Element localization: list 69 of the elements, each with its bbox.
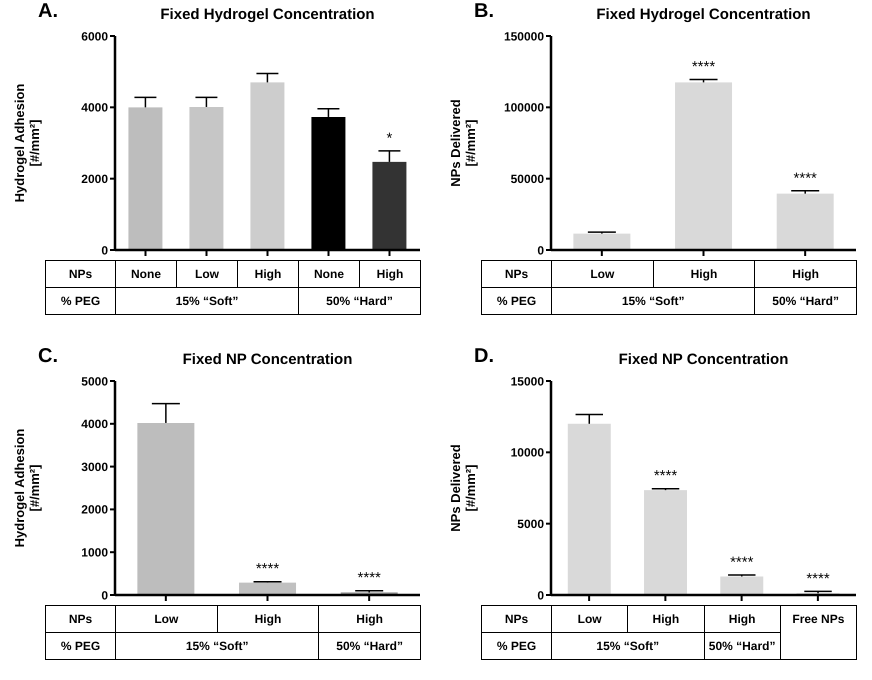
data-label: **** bbox=[256, 560, 280, 578]
y-axis-title: NPs Delivered [#/mm²] bbox=[448, 444, 478, 532]
x-tick-label: High bbox=[217, 606, 319, 632]
x-tick-label: High bbox=[754, 260, 856, 288]
data-label: **** bbox=[692, 58, 716, 76]
data-label: **** bbox=[358, 570, 382, 587]
y-tick-label: 6000 bbox=[81, 29, 108, 44]
chart-title: Fixed NP Concentration bbox=[618, 351, 790, 368]
x-tick-label: High bbox=[318, 606, 420, 632]
text: 15% “Soft” bbox=[552, 632, 704, 660]
text: NPs bbox=[482, 606, 552, 632]
y-tick-label: 4000 bbox=[81, 100, 108, 115]
y-tick-label: 150000 bbox=[504, 29, 544, 44]
y-tick-label: 2000 bbox=[81, 172, 108, 186]
y-tick-label: 0 bbox=[537, 243, 544, 258]
text: D. bbox=[474, 345, 494, 368]
y-tick-label: 4000 bbox=[81, 417, 108, 432]
y-axis-title: Hydrogel Adhesion [#/mm²] bbox=[12, 428, 42, 548]
y-tick-label: 100000 bbox=[504, 100, 544, 115]
text: % PEG bbox=[482, 632, 552, 660]
x-tick-label: Low bbox=[552, 260, 654, 288]
x-tick-label: Low bbox=[552, 606, 628, 632]
y-tick-label: 15000 bbox=[510, 374, 544, 388]
x-tick-label: High bbox=[653, 260, 755, 288]
text: % PEG bbox=[482, 288, 552, 314]
text: B. bbox=[474, 0, 494, 23]
y-tick-label: 3000 bbox=[81, 460, 108, 474]
x-tick-label: Low bbox=[176, 260, 238, 288]
chart-title: Fixed Hydrogel Concentration bbox=[159, 6, 376, 23]
text: 50% “Hard” bbox=[298, 288, 420, 314]
data-label: **** bbox=[794, 170, 818, 187]
text: 50% “Hard” bbox=[754, 288, 856, 314]
y-axis-title: Hydrogel Adhesion [#/mm²] bbox=[12, 84, 42, 202]
y-tick-label: 10000 bbox=[510, 446, 544, 460]
y-tick-label: 5000 bbox=[517, 516, 544, 531]
text: NPs bbox=[46, 606, 116, 632]
y-tick-label: 2000 bbox=[81, 502, 108, 517]
data-label: * bbox=[386, 130, 392, 147]
text: % PEG bbox=[46, 632, 116, 660]
text: % PEG bbox=[46, 288, 116, 314]
y-tick-label: 1000 bbox=[81, 545, 108, 560]
y-tick-label: 0 bbox=[101, 588, 108, 602]
y-tick-label: 50000 bbox=[510, 172, 544, 186]
text: A. bbox=[38, 0, 58, 23]
y-tick-label: 0 bbox=[101, 243, 108, 258]
x-tick-label: High bbox=[360, 260, 420, 288]
chart-title: Fixed NP Concentration bbox=[182, 351, 354, 368]
x-tick-label: High bbox=[704, 606, 780, 632]
x-tick-label: None bbox=[116, 260, 176, 288]
text: C. bbox=[38, 345, 58, 368]
y-tick-label: 0 bbox=[537, 588, 544, 602]
text: 15% “Soft” bbox=[116, 632, 319, 660]
chart-title: Fixed Hydrogel Concentration bbox=[595, 6, 812, 23]
y-axis-title: NPs Delivered [#/mm²] bbox=[448, 99, 478, 187]
data-label: **** bbox=[730, 554, 754, 572]
data-label: **** bbox=[654, 468, 678, 485]
text: NPs bbox=[482, 260, 552, 288]
text: 50% “Hard” bbox=[704, 632, 780, 660]
text: 15% “Soft” bbox=[552, 288, 755, 314]
x-tick-label: High bbox=[238, 260, 298, 288]
y-tick-label: 5000 bbox=[81, 374, 108, 388]
x-tick-label: None bbox=[298, 260, 360, 288]
text: 15% “Soft” bbox=[116, 288, 298, 314]
x-tick-label: Low bbox=[116, 606, 218, 632]
text: NPs bbox=[46, 260, 116, 288]
text: 50% “Hard” bbox=[318, 632, 420, 660]
x-tick-label: Free NPs bbox=[780, 606, 856, 660]
x-tick-label: High bbox=[628, 606, 704, 632]
data-label: **** bbox=[806, 570, 830, 588]
